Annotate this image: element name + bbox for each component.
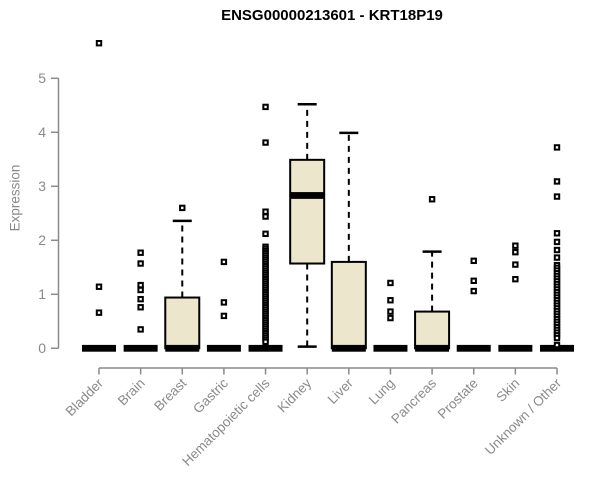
box-hematopoietic-cells: [248, 103, 283, 352]
outlier-point: [553, 178, 561, 185]
outlier-point: [387, 308, 394, 315]
outlier-point: [95, 309, 103, 316]
outlier-point: [512, 242, 519, 249]
x-category-label-kidney: Kidney: [275, 375, 315, 415]
x-category-label-gastric: Gastric: [190, 375, 231, 416]
y-tick-label: 4: [38, 124, 46, 140]
outlier-point: [428, 196, 436, 203]
x-category-label-bladder: Bladder: [63, 375, 107, 419]
outlier-point: [262, 338, 269, 346]
outlier-point: [220, 299, 228, 306]
box-pancreas: [414, 196, 451, 352]
outlier-point: [137, 249, 144, 256]
median-line: [290, 192, 325, 199]
outlier-point: [137, 260, 144, 267]
y-tick-label: 2: [38, 232, 46, 248]
median-line: [165, 344, 200, 352]
outlier-point: [137, 281, 144, 289]
box-gastric: [206, 258, 241, 352]
box-unknown-other: [540, 144, 574, 352]
outlier-point: [95, 40, 103, 47]
outlier-point: [262, 230, 269, 238]
outlier-point: [553, 334, 561, 342]
outlier-point: [137, 295, 144, 303]
outlier-point: [553, 246, 561, 254]
box-prostate: [456, 257, 491, 352]
outlier-point: [262, 208, 269, 215]
box-bladder: [82, 40, 116, 352]
median-line: [456, 344, 491, 352]
outlier-point: [470, 277, 477, 285]
outlier-point: [512, 261, 519, 268]
box-brain: [123, 249, 158, 352]
iqr-box: [330, 260, 367, 350]
y-tick-label: 0: [38, 340, 46, 356]
y-tick-label: 3: [38, 178, 46, 194]
iqr-box: [289, 158, 326, 265]
box-breast: [164, 204, 201, 352]
box-lung: [373, 279, 408, 352]
x-category-label-skin: Skin: [493, 376, 522, 405]
outlier-point: [387, 314, 394, 322]
outlier-point: [512, 275, 519, 283]
median-line: [373, 344, 408, 352]
outlier-point: [553, 144, 561, 151]
outlier-point: [553, 341, 561, 349]
x-category-label-brain: Brain: [115, 376, 148, 409]
chart-title: ENSG00000213601 - KRT18P19: [221, 7, 443, 24]
x-category-label-liver: Liver: [325, 375, 357, 407]
median-line: [331, 344, 366, 352]
y-axis: 0 1 2 3 4 5: [38, 70, 60, 356]
box-kidney: [289, 102, 326, 348]
box-skin: [498, 242, 533, 352]
y-tick-label: 1: [38, 286, 46, 302]
outlier-point: [95, 283, 103, 290]
outlier-point: [553, 230, 561, 237]
iqr-box: [164, 296, 201, 350]
outlier-point: [553, 254, 561, 261]
outlier-point: [262, 213, 269, 220]
outlier-point: [137, 304, 144, 311]
x-category-label-prostate: Prostate: [435, 376, 481, 422]
median-line: [206, 344, 241, 352]
outlier-point: [553, 238, 561, 246]
outlier-point: [220, 258, 228, 266]
outlier-point: [387, 279, 394, 287]
x-category-label-breast: Breast: [151, 375, 189, 413]
y-tick-label: 5: [38, 70, 46, 86]
median-line: [540, 344, 574, 352]
median-line: [248, 344, 283, 352]
outlier-point: [179, 204, 186, 212]
outlier-point: [220, 312, 228, 320]
outlier-point: [512, 248, 519, 256]
x-category-label-lung: Lung: [366, 376, 398, 408]
outlier-point: [137, 326, 144, 333]
median-line: [123, 344, 158, 352]
outlier-point: [470, 287, 477, 295]
outlier-point: [553, 193, 561, 200]
outlier-point: [262, 139, 269, 146]
outlier-point: [137, 286, 144, 294]
median-line: [82, 344, 116, 352]
outlier-point: [470, 257, 477, 265]
x-category-label-unknown-other: Unknown / Other: [482, 375, 565, 458]
x-category-label-pancreas: Pancreas: [388, 375, 439, 426]
outlier-point: [262, 103, 269, 111]
box-liver: [330, 131, 367, 352]
median-line: [415, 344, 450, 352]
iqr-box: [414, 310, 451, 350]
outlier-point: [387, 297, 394, 304]
median-line: [498, 344, 533, 352]
